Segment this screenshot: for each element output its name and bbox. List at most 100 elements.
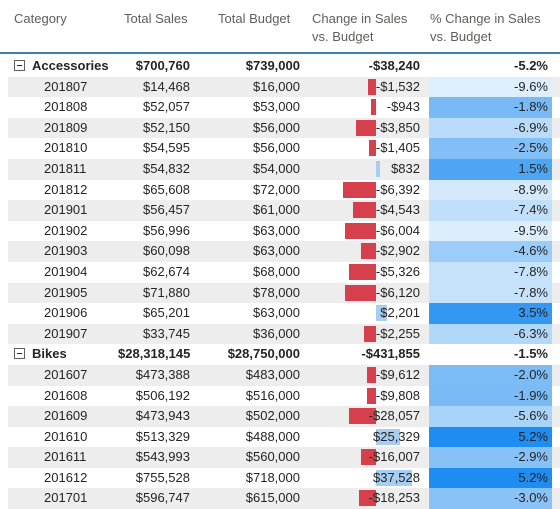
table-row[interactable]: 201902 $56,996 $63,000 -$6,004 -9.5% [8,220,560,242]
change-cell: -$1,532 [312,77,424,98]
negative-data-bar [356,119,376,136]
total-budget-cell: $718,000 [245,469,300,485]
change-value: -$4,543 [375,202,420,218]
table-row[interactable]: 201810 $54,595 $56,000 -$1,405 -2.5% [8,138,560,159]
category-label: 201809 [44,119,88,135]
table-row[interactable]: 201607 $473,388 $483,000 -$9,612 -2.0% [8,364,560,386]
table-row[interactable]: 201904 $62,674 $68,000 -$5,326 -7.8% [8,261,560,283]
category-label: 201810 [44,140,88,156]
total-budget-cell: $560,000 [245,449,300,465]
pct-change-cell: -7.8% [429,261,552,283]
total-budget-cell: $516,000 [245,387,300,403]
change-cell: -$18,253 [312,488,424,509]
collapse-icon[interactable] [14,60,25,71]
change-cell: -$3,850 [312,118,424,139]
change-cell: -$1,405 [312,138,424,159]
header-category[interactable]: Category [14,11,67,26]
header-change[interactable]: Change in Sales vs. Budget [312,11,408,44]
group-row[interactable]: Bikes $28,318,145 $28,750,000 -$431,855 -1.5… [8,344,560,365]
pct-change-cell: -1.9% [429,385,552,407]
total-sales-cell: $506,192 [135,387,190,403]
table-row[interactable]: 201812 $65,608 $72,000 -$6,392 -8.9% [8,179,560,201]
change-cell: $2,201 [312,303,424,324]
table-row[interactable]: 201907 $33,745 $36,000 -$2,255 -6.3% [8,323,560,345]
category-label: 201812 [44,181,88,197]
total-budget-cell: $502,000 [245,408,300,424]
negative-data-bar [361,449,376,466]
pct-change-cell: -2.5% [429,138,552,159]
negative-data-bar [345,222,376,239]
total-sales-cell: $28,318,145 [118,346,191,362]
category-label: 201607 [44,366,88,382]
table-row[interactable]: 201811 $54,832 $54,000 $832 1.5% [8,158,560,180]
category-label: 201608 [44,387,88,403]
pct-change-cell: -3.0% [429,488,552,509]
change-value: -$2,902 [375,243,420,259]
table-row[interactable]: 201903 $60,098 $63,000 -$2,902 -4.6% [8,241,560,262]
category-cell: 201903 [14,241,154,262]
total-budget-cell: $56,000 [253,140,300,156]
table-row[interactable]: 201611 $543,993 $560,000 -$16,007 -2.9% [8,447,560,468]
collapse-icon[interactable] [14,348,25,360]
category-cell: 201609 [14,406,154,427]
header-total-sales[interactable]: Total Sales [124,11,188,26]
pct-change-cell: -7.4% [429,200,552,221]
category-label: 201811 [44,160,87,176]
table-row[interactable]: 201609 $473,943 $502,000 -$28,057 -5.6% [8,406,560,427]
pct-change-cell: -6.3% [429,323,552,345]
header-pct-change[interactable]: % Change in Sales vs. Budget [430,11,541,44]
change-value: $2,201 [380,305,420,321]
table-row[interactable]: 201608 $506,192 $516,000 -$9,808 -1.9% [8,385,560,407]
change-cell: -$2,902 [312,241,424,262]
pct-change-cell: 5.2% [429,467,552,489]
table-row[interactable]: 201905 $71,880 $78,000 -$6,120 -7.8% [8,282,560,304]
pct-change-cell: -4.6% [429,241,552,262]
total-budget-cell: $61,000 [253,202,300,218]
change-value: $37,528 [373,469,420,485]
negative-data-bar [343,181,376,198]
table-row[interactable]: 201901 $56,457 $61,000 -$4,543 -7.4% [8,200,560,221]
negative-data-bar [364,325,376,342]
table-row[interactable]: 201807 $14,468 $16,000 -$1,532 -9.6% [8,76,560,98]
category-cell: 201809 [14,118,154,139]
change-cell: -$2,255 [312,324,424,345]
table-row[interactable]: 201906 $65,201 $63,000 $2,201 3.5% [8,303,560,324]
change-cell: -$6,392 [312,180,424,201]
change-value: -$2,255 [375,325,420,341]
change-value: -$9,808 [375,387,420,403]
positive-data-bar [376,428,400,445]
total-sales-cell: $33,745 [143,325,190,341]
negative-data-bar [345,284,376,301]
category-cell: 201905 [14,283,154,304]
table-row[interactable]: 201610 $513,329 $488,000 $25,329 5.2% [8,426,560,448]
table-row[interactable]: 201701 $596,747 $615,000 -$18,253 -3.0% [8,488,560,509]
group-row[interactable]: Accessories $700,760 $739,000 -$38,240 -5.2% [8,56,560,77]
total-sales-cell: $513,329 [135,428,190,444]
header-total-budget[interactable]: Total Budget [218,11,291,26]
total-sales-cell: $62,674 [143,263,190,279]
total-sales-cell: $56,457 [143,202,190,218]
total-budget-cell: $739,000 [245,58,300,73]
pct-change-cell: -6.9% [429,117,552,139]
total-sales-cell: $52,150 [143,119,190,135]
pct-change-cell: -1.8% [429,97,552,118]
category-label: 201808 [44,99,88,115]
table-row[interactable]: 201612 $755,528 $718,000 $37,528 5.2% [8,467,560,489]
pct-change-cell: -7.8% [429,282,552,304]
total-budget-cell: $53,000 [253,99,300,115]
category-cell: 201807 [14,77,154,98]
positive-data-bar [376,469,412,486]
category-label: 201904 [44,263,88,279]
total-sales-cell: $54,832 [143,160,190,176]
category-cell: 201901 [14,200,154,221]
total-sales-cell: $14,468 [143,78,190,94]
category-label: 201610 [44,428,88,444]
total-budget-cell: $72,000 [253,181,300,197]
table-row[interactable]: 201808 $52,057 $53,000 -$943 -1.8% [8,97,560,118]
category-cell: 201612 [14,468,154,489]
category-label: Accessories [32,58,109,73]
total-sales-cell: $71,880 [143,284,190,300]
table-row[interactable]: 201809 $52,150 $56,000 -$3,850 -6.9% [8,117,560,139]
total-budget-cell: $78,000 [253,284,300,300]
total-budget-cell: $56,000 [253,119,300,135]
